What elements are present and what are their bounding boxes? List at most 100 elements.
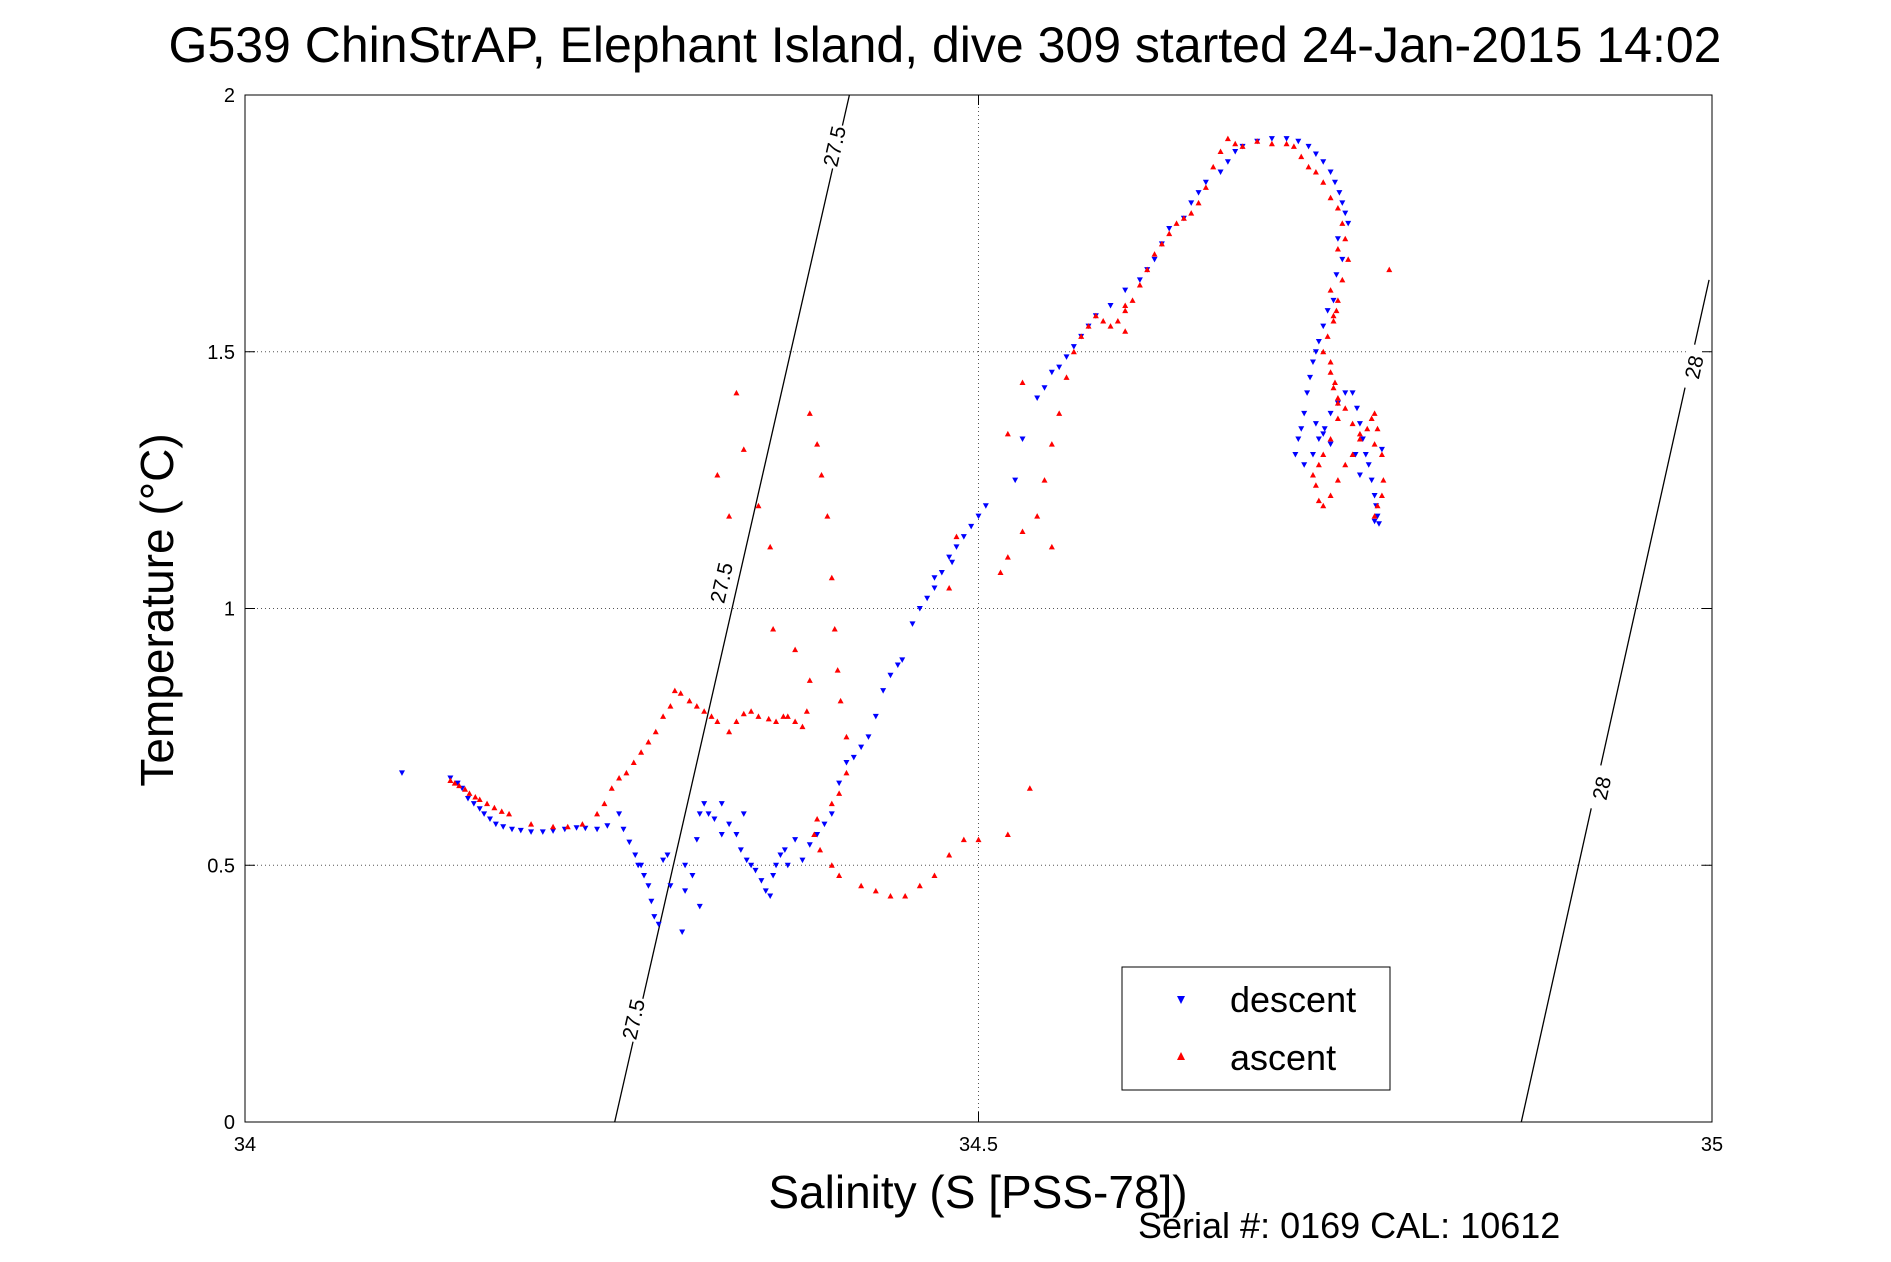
x-tick-label: 34 [234,1134,256,1156]
ascent-point [1371,410,1378,416]
isopycnal-label: 28 [1589,774,1617,802]
descent-point [843,760,850,766]
ascent-point [916,882,923,889]
ascent-point [1339,220,1346,226]
descent-point [667,883,674,889]
descent-point [1321,426,1328,432]
descent-point [1070,344,1077,350]
ascent-point [811,831,818,837]
ascent-point [953,533,960,540]
ascent-point [803,708,810,714]
ascent-point [818,471,825,478]
ascent-point [814,441,821,447]
descent-point [894,662,901,668]
descent-point [1309,451,1316,458]
ascent-point [1092,312,1099,319]
ascent-point [1334,477,1341,483]
ascent-point [1195,199,1202,206]
ascent-point [462,786,469,792]
ascent-point [1100,317,1107,324]
ascent-point [630,759,637,766]
descent-point [737,847,744,853]
ascent-point [1254,138,1261,144]
descent-point [645,883,652,889]
x-axis-label: Salinity (S [PSS-78]) [768,1166,1187,1218]
descent-point [1305,143,1312,150]
descent-point [1312,151,1319,158]
ascent-point [1283,140,1290,147]
descent-point [1301,410,1308,417]
ascent-point [843,733,850,740]
ascent-point [1078,333,1085,339]
descent-point [1368,477,1375,484]
ascent-point [1114,317,1121,324]
ascent-point [1070,348,1077,355]
ascent-point [1333,307,1340,314]
descent-point [1315,436,1322,443]
ascent-point [1210,163,1217,170]
ascent-point [447,777,454,784]
descent-point [872,713,879,720]
descent-point [953,544,960,550]
descent-point [1122,287,1129,294]
descent-point [1339,256,1346,263]
descent-point [689,873,696,879]
descent-point [1320,323,1327,330]
descent-point [701,801,708,807]
ascent-point [1315,461,1322,468]
ascent-point [814,816,821,822]
descent-point [454,780,461,787]
legend: descent ascent [1121,966,1391,1091]
descent-point [960,534,967,540]
descent-point [638,862,645,869]
descent-point [806,842,813,848]
y-tick-label: 1.5 [207,342,235,364]
descent-point [1330,297,1337,304]
grid-lines [245,95,1712,1122]
descent-point [821,821,828,828]
legend-box [1121,966,1391,1091]
ascent-point [1342,405,1349,411]
descent-point [1320,431,1327,437]
ascent-point [594,810,601,817]
descent-point [1353,405,1360,412]
descent-point [916,606,923,612]
ascent-point [1107,323,1114,329]
ascent-point [1327,359,1334,365]
ascent-point [831,626,838,632]
ascent-point [1034,513,1041,519]
descent-point [880,688,887,694]
descent-point [604,823,611,829]
ascent-point [726,513,733,519]
ascent-point [1041,477,1048,483]
ascent-point [1309,471,1316,478]
descent-point [481,811,488,817]
descent-point [1041,385,1048,391]
descent-point [718,801,725,807]
descent-point [582,825,589,832]
ascent-point [1356,430,1363,437]
ascent-point [1371,513,1378,519]
descent-point [1292,451,1299,458]
ascent-point [1342,461,1349,468]
ascent-point [834,667,841,673]
descent-point [1339,200,1346,206]
ascent-point [837,697,844,704]
ascent-point [1188,210,1195,216]
descent-point [1352,451,1359,458]
ascent-point [931,872,938,879]
descent-point [1056,364,1063,371]
ascent-point [714,718,721,724]
descent-marker-icon [1177,996,1185,1004]
descent-point [1327,410,1334,417]
ascent-point [1180,215,1187,221]
ascent-point [1378,451,1385,457]
descent-point [539,829,546,835]
isopycnal-label: 28 [1681,353,1709,381]
ascent-point [1324,333,1331,339]
descent-point [1188,200,1195,206]
ascent-point [836,790,843,796]
descent-point [651,914,658,920]
